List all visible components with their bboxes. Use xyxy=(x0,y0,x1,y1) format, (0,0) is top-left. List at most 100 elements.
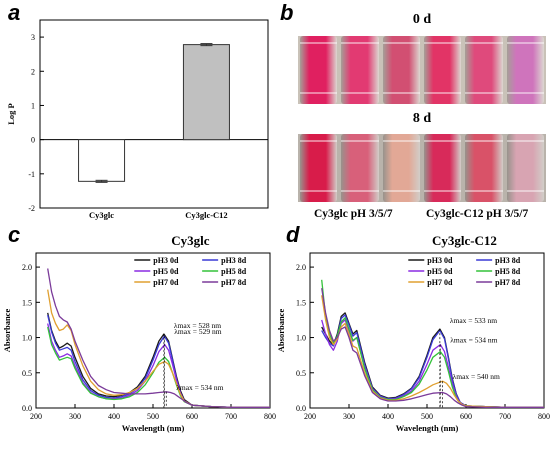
y-tick-label: 1.5 xyxy=(22,298,32,307)
x-tick-label: 300 xyxy=(69,412,81,421)
y-tick-label: -2 xyxy=(28,204,35,213)
y-tick-label: 0.5 xyxy=(22,369,32,378)
vial-meniscus xyxy=(465,42,503,44)
vial-tube xyxy=(341,36,379,104)
category-label: Cy3glc-C12 xyxy=(185,210,228,220)
x-axis-label: Wavelength (nm) xyxy=(396,423,459,433)
series-line xyxy=(47,326,270,408)
spectra-chart-cy3glc-c12: 200 300 400 500 600 700 800 0.0 0.5 1.0 1.5 2.0 Wave… xyxy=(276,233,550,433)
annotation-label: λmax = 540 nm xyxy=(453,372,500,381)
annotation-label: λmax = 534 nm xyxy=(176,383,223,392)
vial-base-line xyxy=(506,190,544,192)
y-tick-label: 2.0 xyxy=(296,263,306,272)
vial-meniscus xyxy=(341,140,379,142)
y-tick-label: 0.0 xyxy=(296,404,306,413)
category-label: Cy3glc xyxy=(89,210,114,220)
series-line xyxy=(321,319,544,408)
y-tick-label: 1 xyxy=(31,101,35,110)
x-tick-label: 600 xyxy=(186,412,198,421)
legend-label: pH3 8d xyxy=(221,256,247,265)
vial-meniscus xyxy=(300,140,338,142)
x-tick-label: 800 xyxy=(538,412,550,421)
legend-label: pH3 0d xyxy=(427,256,453,265)
vial-base-line xyxy=(465,190,503,192)
vial-tube xyxy=(465,36,503,104)
vial-base-line xyxy=(300,92,338,94)
series-line xyxy=(47,323,270,408)
vial-tube xyxy=(300,134,338,202)
vial-meniscus xyxy=(424,140,462,142)
vial-row-top xyxy=(298,36,546,104)
x-tick-label: 400 xyxy=(382,412,394,421)
annotation-label: λmax = 528 nm xyxy=(174,321,221,330)
y-tick-label: -1 xyxy=(28,170,35,179)
vial-meniscus xyxy=(382,42,420,44)
legend-label: pH7 8d xyxy=(221,278,247,287)
x-tick-label: 200 xyxy=(304,412,316,421)
x-tick-label: 800 xyxy=(264,412,276,421)
legend-label: pH5 0d xyxy=(427,267,453,276)
legend-label: pH5 8d xyxy=(495,267,521,276)
legend-label: pH5 8d xyxy=(221,267,247,276)
x-tick-label: 500 xyxy=(147,412,159,421)
vial-meniscus xyxy=(465,140,503,142)
legend-label: pH3 8d xyxy=(495,256,521,265)
y-tick-label: 0.5 xyxy=(296,369,306,378)
vial-tube xyxy=(300,36,338,104)
vial-base-line xyxy=(382,190,420,192)
y-axis-label: Absorbance xyxy=(2,309,12,353)
photo-time-bottom: 8 d xyxy=(412,111,432,126)
x-tick-label: 400 xyxy=(108,412,120,421)
chart-title: Cy3glc xyxy=(171,233,210,248)
vial-base-line xyxy=(465,92,503,94)
plot-frame xyxy=(39,19,269,209)
vial-meniscus xyxy=(300,42,338,44)
vial-base-line xyxy=(382,92,420,94)
legend-label: pH7 0d xyxy=(153,278,179,287)
caption-cy3glc-c12: Cy3glc-C12 pH 3/5/7 xyxy=(426,208,529,220)
series-line xyxy=(47,289,270,408)
x-tick-label: 200 xyxy=(30,412,42,421)
y-tick-label: 2.0 xyxy=(22,263,32,272)
y-tick-label: 0.0 xyxy=(22,404,32,413)
x-tick-label: 500 xyxy=(421,412,433,421)
vial-tube xyxy=(424,134,462,202)
legend-label: pH3 0d xyxy=(153,256,179,265)
annotation-label: λmax = 529 nm xyxy=(174,327,221,336)
vial-base-line xyxy=(341,190,379,192)
photo-time-top: 0 d xyxy=(412,12,432,27)
vial-tube xyxy=(382,134,420,202)
annotation-label: λmax = 533 nm xyxy=(450,316,497,325)
vial-base-line xyxy=(424,92,462,94)
y-tick-label: 0 xyxy=(31,136,35,145)
x-tick-label: 700 xyxy=(225,412,237,421)
vial-tube xyxy=(465,134,503,202)
y-tick-label: 1.0 xyxy=(22,334,32,343)
caption-cy3glc: Cy3glc pH 3/5/7 xyxy=(314,208,393,220)
series-line xyxy=(321,279,544,408)
annotation-label: λmax = 534 nm xyxy=(450,336,497,345)
chart-title: Cy3glc-C12 xyxy=(432,233,497,248)
series-line xyxy=(321,288,544,408)
vial-tube xyxy=(341,134,379,202)
legend-label: pH7 8d xyxy=(495,278,521,287)
y-tick-label: 2 xyxy=(31,67,35,76)
vial-base-line xyxy=(424,190,462,192)
vial-meniscus xyxy=(382,140,420,142)
legend-label: pH5 0d xyxy=(153,267,179,276)
x-axis-label: Wavelength (nm) xyxy=(122,423,185,433)
panel-label-b: b xyxy=(280,0,294,25)
y-tick-label: 1.5 xyxy=(296,298,306,307)
x-tick-label: 600 xyxy=(460,412,472,421)
x-tick-label: 700 xyxy=(499,412,511,421)
vial-meniscus xyxy=(506,42,544,44)
vial-meniscus xyxy=(506,140,544,142)
panel-label-c: c xyxy=(8,222,21,247)
vial-tube xyxy=(424,36,462,104)
vial-meniscus xyxy=(424,42,462,44)
vial-row-bottom xyxy=(298,134,546,202)
bar xyxy=(78,139,126,182)
legend-label: pH7 0d xyxy=(427,278,453,287)
vial-base-line xyxy=(506,92,544,94)
logp-bar-chart: -2 -1 0 1 2 3 Log P Cy3glc Cy3glc-C12 xyxy=(6,19,269,220)
